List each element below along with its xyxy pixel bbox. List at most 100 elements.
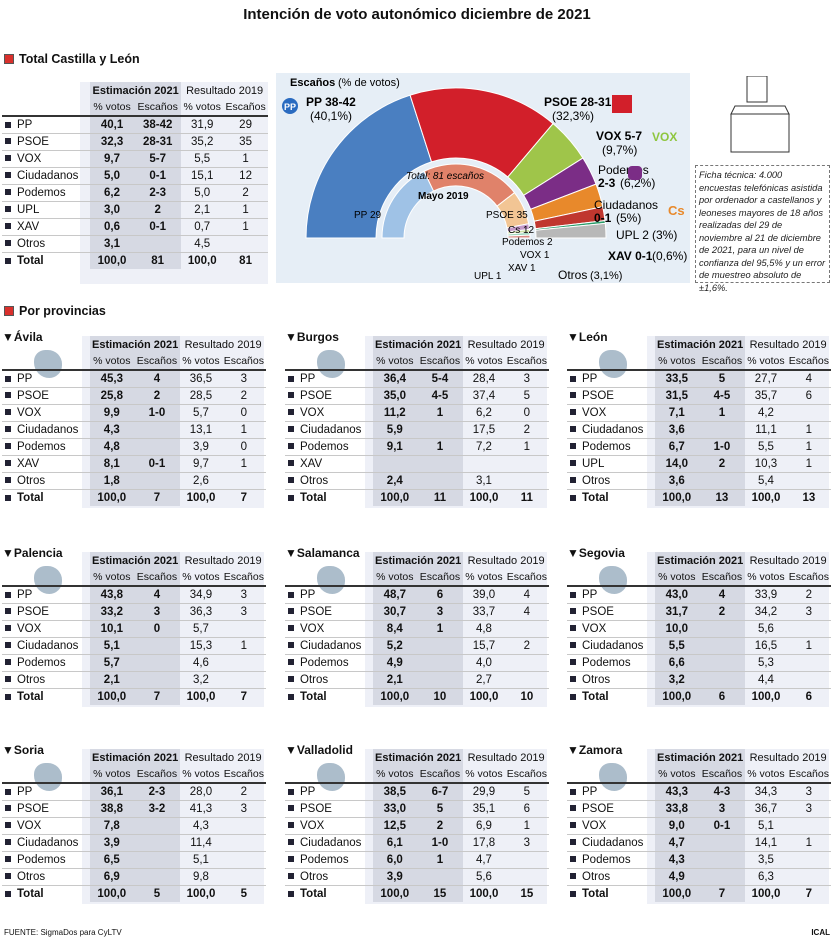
value-cell: 100,0 [90,687,134,705]
party-cell: PP [567,586,655,604]
party-label: Podemos [17,853,66,866]
party-cell: Podemos [567,654,655,672]
bullet-icon [288,409,294,416]
bullet-icon [5,693,11,700]
bullet-icon [288,642,294,649]
party-label: PSOE [17,605,49,618]
value-cell: 6 [786,387,831,405]
value-cell [221,851,266,869]
value-cell: 43,3 [655,783,699,801]
table-row: Podemos 4,8 3,9 0 [2,438,266,456]
bullet-icon [5,591,11,598]
province-table: Estimación 2021 Resultado 2019% votos Esca… [2,749,266,902]
section-marker-icon [4,306,14,316]
header-estimacion: Estimación 2021 [90,552,181,569]
party-label: Otros [300,474,329,487]
value-cell: 11 [416,488,464,506]
party-cell: PP [285,370,373,388]
table-row: Podemos 6,0 1 4,7 [285,851,549,869]
bullet-icon [5,138,11,145]
party-label: XAV [17,220,40,233]
value-cell: 3 [221,370,266,388]
party-label: VOX [300,622,325,635]
value-cell: 6,7 [655,438,699,456]
party-label: PP [582,785,598,798]
value-cell: 34,9 [180,586,222,604]
value-cell: 13,1 [180,421,222,439]
party-label: Podemos [300,656,349,669]
value-cell [698,472,746,490]
value-cell: 3 [786,603,831,621]
value-cell [786,671,831,689]
header-pct: % votos [90,353,134,371]
table-row: PP 45,3 4 36,5 3 [2,370,266,388]
value-cell: 3 [133,603,181,621]
bullet-icon [288,805,294,812]
value-cell: 36,7 [745,800,787,818]
value-cell: 4,3 [90,421,134,439]
party-label: VOX [17,819,42,832]
value-cell [504,455,549,473]
chart-label: VOX 1 [520,250,550,261]
party-cell: Otros [567,868,655,886]
value-cell: 4,0 [463,654,505,672]
value-cell: 4,6 [180,654,222,672]
header-pct: % votos [463,569,505,587]
party-label: PP [17,372,33,385]
value-cell: 36,3 [180,603,222,621]
party-cell: Total [2,251,90,269]
value-cell [133,868,181,886]
value-cell: 2,1 [373,671,417,689]
party-cell: VOX [2,620,90,638]
table-row: Podemos 6,6 5,3 [567,654,831,672]
value-cell: 0 [221,404,266,422]
header-esc: Escaños [221,353,266,371]
party-cell: VOX [567,817,655,835]
bullet-icon [570,805,576,812]
table-row: Otros 3,2 4,4 [567,671,831,689]
value-cell: 4,8 [90,438,134,456]
table-row: VOX 11,2 1 6,2 0 [285,404,549,422]
value-cell: 6 [698,687,746,705]
province-table: Estimación 2021 Resultado 2019% votos Esca… [567,336,831,506]
header-pct: % votos [90,766,134,784]
party-label: Ciudadanos [582,836,644,849]
header-esc: Escaños [698,766,746,784]
table-row: VOX 7,8 4,3 [2,817,266,835]
section-total: Total Castilla y León [4,52,140,66]
table-row: Otros 3,1 4,5 [2,235,268,253]
table-row: Ciudadanos 5,0 0-1 15,1 12 [2,167,268,185]
value-cell: 5,1 [180,851,222,869]
psoe-logo-icon [612,95,632,113]
value-cell: 5,0 [181,184,224,202]
value-cell: 6,2 [90,184,135,202]
party-cell: Podemos [2,654,90,672]
value-cell: 8,4 [373,620,417,638]
party-cell: Ciudadanos [2,637,90,655]
value-cell: 4,3 [655,851,699,869]
value-cell: 1 [223,218,268,236]
bullet-icon [288,693,294,700]
value-cell: 1 [786,637,831,655]
table-row: PP 48,7 6 39,0 4 [285,586,549,604]
value-cell: 4,9 [655,868,699,886]
value-cell: 1 [786,455,831,473]
value-cell: 43,0 [655,586,699,604]
value-cell: 3,5 [745,851,787,869]
party-cell: VOX [2,150,90,168]
party-label: XAV [300,457,323,470]
value-cell: 1 [504,438,549,456]
province-name: ▼Soria [2,743,44,757]
value-cell [698,637,746,655]
chart-label: (32,3%) [552,109,594,123]
value-cell: 33,7 [463,603,505,621]
value-cell: 81 [223,251,268,269]
value-cell: 5,2 [373,637,417,655]
value-cell: 15 [416,884,464,902]
party-label: Total [582,690,609,703]
table-row: VOX 12,5 2 6,9 1 [285,817,549,835]
header-esc: Escaños [134,99,182,117]
party-cell: Otros [567,472,655,490]
chart-label: Ciudadanos [594,198,658,212]
value-cell: 4-5 [698,387,746,405]
